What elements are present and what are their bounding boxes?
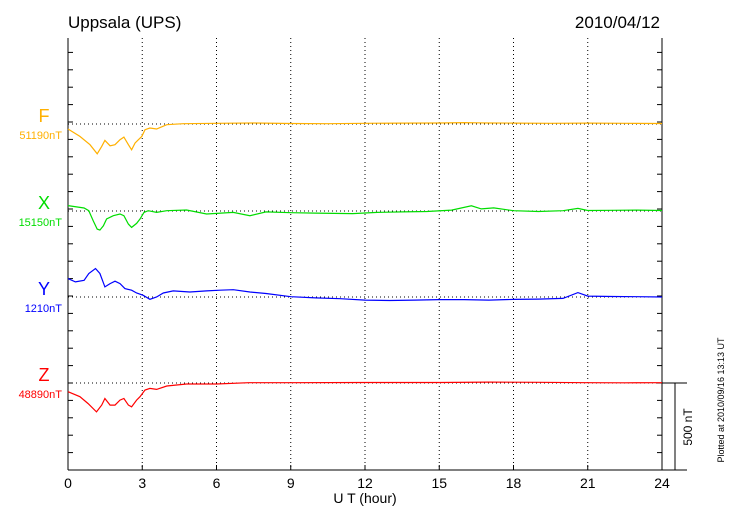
series-name-z: Z	[39, 365, 50, 385]
series-line-f	[67, 121, 663, 155]
series-baseline-x: 15150nT	[19, 217, 63, 229]
x-tick-label: 9	[287, 475, 295, 491]
series-baseline-z: 48890nT	[19, 389, 63, 401]
series-name-f: F	[39, 106, 50, 126]
x-tick-label: 24	[654, 475, 670, 491]
series-line-x	[67, 205, 663, 231]
series-line-y	[67, 267, 663, 302]
series-baseline-y: 1210nT	[25, 303, 63, 315]
chart-title: Uppsala (UPS)	[68, 13, 181, 32]
grid	[68, 38, 662, 470]
series-lines	[67, 121, 663, 413]
axes	[67, 38, 687, 471]
series-name-x: X	[38, 193, 50, 213]
plotted-note: Plotted at 2010/09/16 13:13 UT	[716, 337, 726, 463]
series-line-z	[67, 381, 663, 413]
x-tick-label: 15	[431, 475, 447, 491]
series-baseline-f: 51190nT	[19, 130, 62, 142]
chart-date: 2010/04/12	[575, 13, 660, 32]
x-tick-label: 3	[138, 475, 146, 491]
x-tick-label: 6	[213, 475, 221, 491]
x-tick-label: 21	[580, 475, 596, 491]
scale-bar-label: 500 nT	[681, 408, 695, 446]
x-tick-label: 12	[357, 475, 373, 491]
x-axis-label: U T (hour)	[333, 490, 396, 506]
x-tick-label: 0	[64, 475, 72, 491]
x-tick-label: 18	[506, 475, 522, 491]
x-tick-labels: 0 3 6 9 12 15 18 21 24	[64, 475, 670, 491]
series-labels: F 51190nT X 15150nT Y 1210nT Z 48890nT	[19, 106, 63, 401]
series-name-y: Y	[38, 279, 50, 299]
